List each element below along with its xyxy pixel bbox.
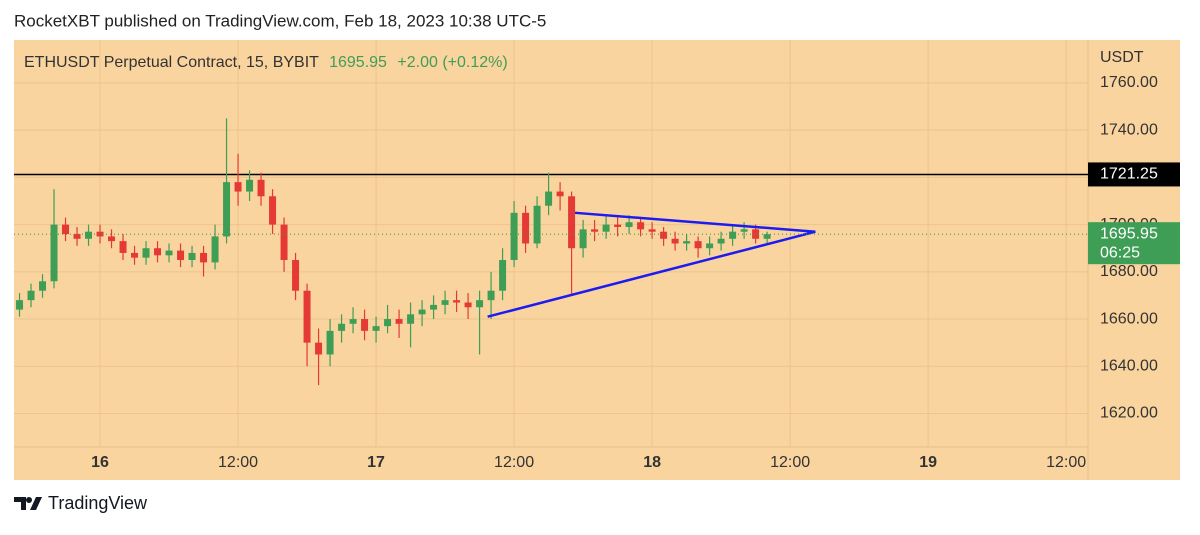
x-tick-label: 12:00 bbox=[218, 454, 258, 471]
candle-body bbox=[763, 234, 771, 239]
candle-body bbox=[453, 300, 461, 303]
candle-body bbox=[625, 222, 633, 227]
candle-body bbox=[142, 248, 150, 258]
x-tick-label: 18 bbox=[643, 454, 661, 471]
candle-body bbox=[257, 179, 265, 197]
candle-body bbox=[50, 224, 58, 282]
currency-label: USDT bbox=[1100, 49, 1144, 66]
candle-body bbox=[545, 191, 553, 206]
brand: TradingView bbox=[48, 493, 148, 513]
hline-label-box bbox=[1088, 162, 1180, 187]
candle-body bbox=[533, 205, 541, 244]
x-tick-label: 12:00 bbox=[1046, 454, 1086, 471]
candle-body bbox=[234, 182, 242, 192]
candle-body bbox=[579, 229, 587, 249]
x-tick-label: 17 bbox=[367, 454, 385, 471]
price-label: 1695.95 bbox=[1100, 225, 1158, 242]
candle-body bbox=[211, 236, 219, 263]
candle-body bbox=[269, 196, 277, 225]
candle-body bbox=[637, 222, 645, 230]
trendline bbox=[574, 211, 816, 233]
candle-body bbox=[246, 179, 254, 192]
candle-body bbox=[694, 241, 702, 249]
candle-body bbox=[119, 241, 127, 253]
candle-body bbox=[522, 212, 530, 244]
x-tick-label: 19 bbox=[919, 454, 937, 471]
candle-body bbox=[384, 319, 392, 327]
y-tick-label: 1660.00 bbox=[1100, 310, 1158, 327]
x-tick-label: 16 bbox=[91, 454, 109, 471]
candle-body bbox=[96, 231, 104, 237]
candle-body bbox=[315, 342, 323, 355]
candle-body bbox=[165, 250, 173, 256]
y-tick-label: 1640.00 bbox=[1100, 357, 1158, 374]
candle-body bbox=[108, 236, 116, 242]
header-text: RocketXBT published on TradingView.com, … bbox=[14, 11, 546, 30]
candle-body bbox=[418, 309, 426, 315]
logo bbox=[14, 497, 42, 510]
candle-body bbox=[338, 323, 346, 331]
candle-body bbox=[499, 260, 507, 291]
last-price: 1695.95 bbox=[329, 54, 387, 71]
legend: ETHUSDT Perpetual Contract, 15, BYBIT 16… bbox=[24, 54, 508, 71]
x-tick-label: 12:00 bbox=[770, 454, 810, 471]
candle-body bbox=[177, 250, 185, 261]
candle-body bbox=[602, 224, 610, 232]
candle-body bbox=[648, 229, 656, 232]
y-tick-label: 1680.00 bbox=[1100, 263, 1158, 280]
plot: 1620.001640.001660.001680.001700.001720.… bbox=[14, 40, 1180, 471]
x-tick-label: 12:00 bbox=[494, 454, 534, 471]
candle-body bbox=[326, 330, 334, 355]
candle-body bbox=[223, 182, 231, 237]
candle-body bbox=[280, 224, 288, 261]
candle-body bbox=[476, 300, 484, 308]
candle-body bbox=[683, 241, 691, 244]
candle-body bbox=[303, 290, 311, 343]
candle-body bbox=[752, 229, 760, 239]
candle-body bbox=[62, 224, 70, 235]
candle-body bbox=[464, 302, 472, 308]
candle-body bbox=[361, 319, 369, 331]
candle-body bbox=[16, 300, 24, 310]
candle-body bbox=[131, 252, 139, 258]
candle-body bbox=[73, 234, 81, 239]
y-tick-label: 1760.00 bbox=[1100, 74, 1158, 91]
chart-background bbox=[14, 40, 1180, 480]
candle-body bbox=[510, 212, 518, 261]
candle-body bbox=[407, 314, 415, 324]
candle-body bbox=[292, 260, 300, 291]
candle-body bbox=[729, 231, 737, 239]
candle-body bbox=[556, 191, 564, 197]
candle-body bbox=[372, 326, 380, 331]
y-tick-label: 1620.00 bbox=[1100, 405, 1158, 422]
candle-body bbox=[85, 231, 93, 239]
candle-body bbox=[349, 319, 357, 324]
y-tick-label: 1740.00 bbox=[1100, 121, 1158, 138]
hline-label: 1721.25 bbox=[1100, 166, 1158, 183]
candle-body bbox=[441, 300, 449, 305]
candle-body bbox=[395, 319, 403, 324]
candle-body bbox=[706, 243, 714, 249]
candle-body bbox=[188, 252, 196, 261]
candle-body bbox=[154, 248, 162, 256]
candle-body bbox=[717, 238, 725, 244]
symbol: ETHUSDT Perpetual Contract, 15, BYBIT bbox=[24, 54, 319, 71]
candle-body bbox=[568, 196, 576, 249]
candle-body bbox=[660, 231, 668, 239]
candle-body bbox=[740, 229, 748, 232]
candle-body bbox=[200, 252, 208, 263]
candle-body bbox=[39, 281, 47, 291]
trendline bbox=[487, 230, 816, 318]
candle-body bbox=[27, 290, 35, 301]
candle-body bbox=[487, 290, 495, 301]
candle-body bbox=[430, 304, 438, 310]
change: +2.00 (+0.12%) bbox=[397, 54, 507, 71]
candle-body bbox=[671, 238, 679, 244]
candle-body bbox=[614, 224, 622, 227]
countdown-label: 06:25 bbox=[1100, 244, 1140, 261]
candle-body bbox=[591, 229, 599, 232]
price-label-box bbox=[1088, 222, 1180, 265]
